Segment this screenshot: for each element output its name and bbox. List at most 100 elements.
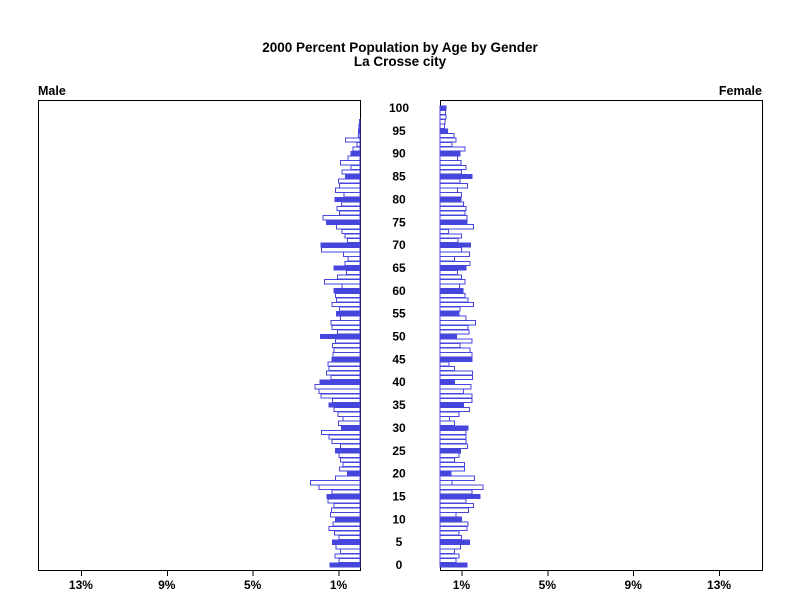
female-bar-age-60 [439, 288, 464, 294]
female-bar-age-1 [439, 557, 457, 564]
age-tick-label-35: 35 [392, 398, 406, 412]
male-bar-age-35 [328, 402, 361, 408]
female-bar-age-41 [439, 375, 473, 381]
female-bar-age-88 [439, 160, 462, 166]
male-bar-age-55 [335, 311, 361, 317]
male-bar-age-15 [326, 493, 361, 500]
age-tick-label-75: 75 [392, 215, 406, 229]
female-bar-age-70 [439, 242, 471, 248]
female-bar-age-59 [439, 292, 466, 298]
male-bar-age-1 [338, 557, 361, 564]
female-bar-age-34 [439, 407, 471, 413]
male-x-tick-label: 9% [158, 578, 176, 592]
male-bar-age-3 [340, 548, 361, 554]
female-bar-age-86 [439, 169, 463, 175]
male-bar-age-80 [334, 196, 361, 203]
female-bar-age-8 [439, 525, 468, 532]
male-bar-age-31 [338, 420, 361, 426]
female-bar-age-63 [439, 274, 463, 280]
male-bar-age-12 [331, 507, 361, 513]
female-bar-age-39 [439, 384, 472, 390]
male-bar-age-45 [331, 356, 361, 362]
male-bar-age-74 [336, 224, 361, 230]
male-bar-age-21 [339, 466, 361, 472]
male-bar-age-88 [340, 160, 361, 166]
female-bar-age-12 [439, 507, 470, 513]
male-bar-age-41 [330, 375, 361, 381]
female-bar-age-100 [439, 105, 447, 111]
male-bar-age-79 [341, 201, 361, 207]
male-bar-age-46 [332, 352, 361, 358]
male-bar-age-49 [335, 338, 361, 344]
male-bar-age-38 [318, 388, 361, 394]
female-bar-age-92 [439, 141, 453, 148]
female-bar-age-40 [439, 379, 455, 385]
male-bar-age-61 [341, 283, 361, 289]
male-bar-age-40 [319, 379, 361, 385]
male-bar-age-4 [335, 544, 361, 550]
female-bar-age-27 [439, 439, 467, 445]
female-bar-age-7 [439, 530, 460, 536]
female-bar-age-45 [439, 356, 473, 362]
male-bar-age-96 [358, 123, 361, 129]
male-bar-age-54 [340, 315, 361, 321]
female-bar-age-80 [439, 196, 462, 203]
age-tick-label-65: 65 [392, 261, 406, 275]
male-bar-age-48 [331, 343, 361, 349]
male-panel-label: Male [38, 84, 66, 98]
axis-ticks-and-labels: 1% 1% 5% 5% 9% 9% 13% 13% [69, 570, 731, 592]
female-bar-age-15 [439, 493, 481, 500]
male-bar-age-23 [340, 457, 361, 463]
female-bar-age-10 [439, 516, 462, 522]
male-x-tick-label: 5% [244, 578, 262, 592]
male-bar-age-33 [337, 411, 361, 417]
female-bar-age-33 [439, 411, 460, 417]
female-bar-age-79 [439, 201, 464, 207]
female-bar-age-44 [439, 361, 450, 367]
female-bar-age-94 [439, 132, 455, 139]
female-bar-age-38 [439, 388, 464, 394]
female-bar-age-18 [439, 480, 453, 486]
female-bar-age-14 [439, 498, 467, 504]
female-bar-age-62 [439, 279, 466, 285]
female-bar-age-91 [439, 146, 466, 152]
panel-border [38, 100, 361, 571]
female-bar-age-46 [439, 352, 473, 358]
chart-subtitle: La Crosse city [354, 54, 447, 69]
chart-title: 2000 Percent Population by Age by Gender [262, 40, 538, 55]
age-tick-label-70: 70 [392, 238, 406, 252]
female-bar-age-95 [439, 128, 448, 134]
female-bar-age-71 [439, 237, 459, 244]
female-bar-age-5 [439, 539, 471, 545]
male-bar-age-14 [327, 498, 361, 504]
male-bar-age-89 [347, 155, 361, 161]
age-tick-label-50: 50 [392, 330, 406, 344]
male-bar-age-6 [338, 534, 361, 541]
age-tick-label-10: 10 [392, 512, 406, 526]
male-bar-age-81 [343, 192, 361, 198]
female-bar-age-85 [439, 173, 473, 180]
male-bar-age-43 [328, 365, 361, 372]
male-bar-age-68 [342, 251, 361, 257]
female-bar-age-58 [439, 297, 469, 303]
female-bar-age-51 [439, 329, 470, 335]
age-tick-label-90: 90 [392, 147, 406, 161]
male-bar-age-34 [333, 407, 361, 413]
female-bar-age-55 [439, 311, 460, 317]
pyramid-bars [310, 105, 484, 568]
male-bar-age-29 [320, 429, 361, 436]
female-bar-age-0 [439, 562, 468, 568]
male-bar-age-57 [331, 301, 361, 308]
age-tick-label-100: 100 [389, 101, 409, 115]
male-x-tick-label: 1% [330, 578, 348, 592]
female-bar-age-74 [439, 224, 474, 230]
female-bar-age-54 [439, 315, 467, 321]
female-bar-age-83 [439, 183, 468, 189]
female-bar-age-30 [439, 425, 469, 431]
male-bar-age-7 [334, 530, 361, 536]
male-bar-age-2 [334, 553, 361, 559]
female-bar-age-50 [439, 333, 458, 340]
female-bar-age-98 [439, 114, 447, 120]
female-bar-age-81 [439, 192, 463, 198]
